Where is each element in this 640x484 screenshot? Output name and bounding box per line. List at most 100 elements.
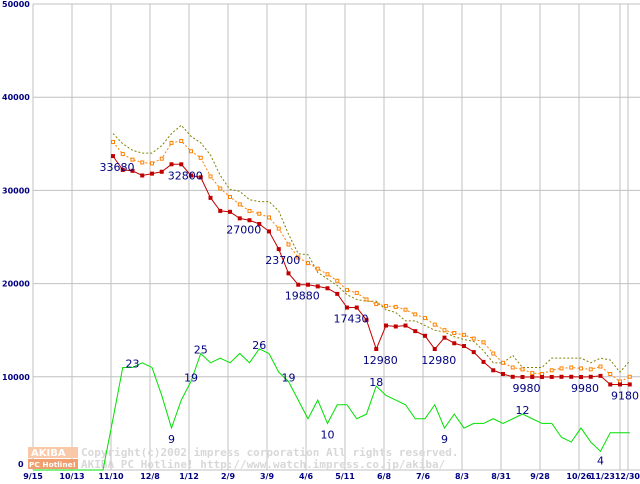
avg-price-point [442, 328, 447, 333]
x-tick-label: 8/3 [455, 472, 469, 480]
min-price-point [588, 374, 593, 379]
price-label: 23700 [265, 254, 300, 267]
price-label: 27000 [226, 223, 261, 236]
min-price-point [491, 368, 496, 373]
avg-price-point [462, 332, 466, 337]
avg-price-point [384, 303, 388, 308]
avg-price-point [481, 340, 486, 345]
min-price-point [384, 323, 388, 328]
avg-price-point [520, 367, 525, 372]
x-tick-label: 9/15 [23, 472, 43, 480]
avg-price-point [413, 312, 418, 317]
min-price-point [393, 324, 398, 329]
logo-top: AKIBA [31, 448, 66, 459]
price-label: 32800 [168, 169, 203, 182]
avg-price-point [237, 202, 242, 207]
avg-price-point [218, 186, 223, 191]
logo-bottom-box [28, 459, 78, 469]
avg-price-point [140, 160, 145, 165]
count-label: 18 [369, 376, 383, 389]
min-price-point [179, 162, 184, 167]
max-line [112, 124, 631, 373]
avg-price-point [228, 194, 232, 199]
count-label: 9 [168, 433, 175, 446]
count-label: 19 [184, 371, 198, 384]
logo-top-box [28, 447, 78, 458]
count-label: 12 [516, 404, 530, 417]
x-tick-label: 3/9 [260, 472, 274, 480]
min-price-point [627, 382, 632, 387]
min-price-point [403, 323, 408, 328]
price-label: 9980 [513, 382, 541, 395]
min-price-point [452, 341, 457, 346]
min-price-point [579, 374, 583, 379]
avg-price-point [247, 208, 252, 213]
count-label: 4 [597, 454, 604, 467]
avg-price-point [315, 266, 320, 271]
avg-price-point [598, 364, 603, 369]
x-tick-label: 11/10 [98, 472, 124, 480]
min-price-point [559, 374, 564, 379]
avg-price-point [374, 302, 379, 307]
watermark: AKIBA PC Hotline! Copyright(c)2002 impre… [28, 446, 459, 471]
x-tick-label: 1/12 [179, 472, 199, 480]
avg-price-point [345, 288, 349, 293]
price-label: 12980 [421, 354, 456, 367]
avg-price-point [530, 371, 535, 376]
avg-price-point [198, 155, 203, 160]
x-tick-label: 6/8 [377, 472, 391, 480]
min-price-point [306, 282, 310, 287]
count-label: 25 [194, 344, 208, 357]
x-tick-label: 10/13 [59, 472, 84, 480]
avg-price-point [111, 139, 115, 144]
min-price-point [335, 291, 340, 296]
min-price-point [374, 347, 379, 352]
min-price-point [618, 382, 622, 387]
price-label: 12980 [363, 354, 398, 367]
min-price-point [198, 175, 203, 180]
avg-price-point [150, 161, 154, 166]
avg-price-point [423, 316, 427, 321]
x-tick-label: 8/31 [491, 472, 511, 480]
count-label: 9 [441, 433, 448, 446]
min-price-point [471, 350, 476, 355]
min-price-point [325, 286, 330, 291]
min-price-point [510, 374, 515, 379]
count-label: 10 [321, 428, 335, 441]
avg-price-point [549, 368, 554, 373]
avg-price-point [471, 336, 476, 341]
shop-count-line [33, 348, 630, 471]
min-price-point [257, 221, 262, 226]
min-price-point [130, 168, 135, 173]
logo-bottom: PC Hotline! [29, 461, 76, 469]
min-price-point [598, 373, 603, 378]
avg-price-point [501, 360, 505, 365]
price-label: 9180 [611, 389, 639, 402]
annotations: 33680 32800 27000 23700 19880 17430 12980 12980… [100, 161, 640, 467]
count-label: 23 [126, 357, 140, 370]
avg-price-point [364, 297, 369, 302]
avg-price-point [325, 272, 330, 277]
min-price-point [345, 305, 349, 310]
x-tick-label: 12/30 [615, 472, 640, 480]
avg-price-point [354, 290, 359, 295]
x-tick-label: 12/8 [140, 472, 160, 480]
min-price-point [140, 173, 145, 178]
avg-price-point [169, 140, 174, 145]
min-price-point [267, 229, 271, 234]
avg-price-point [588, 367, 593, 372]
min-price-point [315, 284, 320, 289]
avg-price-point [306, 261, 310, 266]
price-label: 17430 [334, 313, 369, 326]
y-tick-label: 20000 [2, 280, 30, 289]
min-price-point [442, 335, 447, 340]
x-tick-label: 4/6 [299, 472, 313, 480]
min-price-point [608, 382, 613, 387]
min-price-point [296, 282, 301, 287]
avg-price-point [276, 226, 281, 231]
count-label: 26 [252, 339, 266, 352]
avg-price-point [608, 372, 613, 377]
avg-price-point [179, 139, 184, 144]
